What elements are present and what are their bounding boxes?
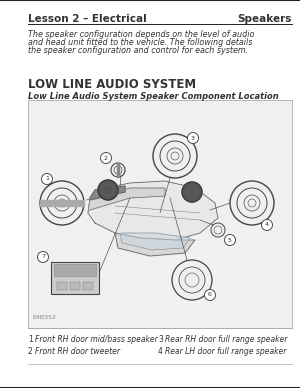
Text: 4: 4 <box>158 348 163 357</box>
Polygon shape <box>120 233 190 250</box>
Text: and head unit fitted to the vehicle. The following details: and head unit fitted to the vehicle. The… <box>28 38 252 47</box>
Bar <box>70 282 80 290</box>
Text: 2: 2 <box>28 348 33 357</box>
Circle shape <box>205 289 215 300</box>
Text: 4: 4 <box>265 222 269 227</box>
Bar <box>28 100 292 328</box>
Text: LOW LINE AUDIO SYSTEM: LOW LINE AUDIO SYSTEM <box>28 78 196 91</box>
Text: Front RH door mid/bass speaker: Front RH door mid/bass speaker <box>35 336 158 345</box>
Bar <box>57 282 67 290</box>
Text: Lesson 2 – Electrical: Lesson 2 – Electrical <box>28 14 147 24</box>
Circle shape <box>182 182 202 202</box>
Text: 5: 5 <box>228 237 232 242</box>
Bar <box>83 282 93 290</box>
Circle shape <box>38 251 49 263</box>
Bar <box>51 262 99 294</box>
Circle shape <box>224 234 236 246</box>
Text: 3: 3 <box>191 135 195 140</box>
Polygon shape <box>88 188 165 213</box>
Text: Rear RH door full range speaker: Rear RH door full range speaker <box>165 336 287 345</box>
Text: Rear LH door full range speaker: Rear LH door full range speaker <box>165 348 286 357</box>
Text: 1: 1 <box>45 177 49 182</box>
Text: 1: 1 <box>28 336 33 345</box>
Text: 6: 6 <box>208 293 212 298</box>
Polygon shape <box>88 181 218 240</box>
Polygon shape <box>115 233 195 256</box>
Circle shape <box>262 220 272 230</box>
Text: Speakers: Speakers <box>238 14 292 24</box>
Text: the speaker configuration and control for each system.: the speaker configuration and control fo… <box>28 46 248 55</box>
Polygon shape <box>90 186 125 200</box>
Text: Low Line Audio System Speaker Component Location: Low Line Audio System Speaker Component … <box>28 92 279 101</box>
Text: 2: 2 <box>104 156 108 161</box>
Circle shape <box>188 132 199 144</box>
Circle shape <box>100 152 112 163</box>
Text: 3: 3 <box>158 336 163 345</box>
Text: Front RH door tweeter: Front RH door tweeter <box>35 348 120 357</box>
Text: The speaker configuration depends on the level of audio: The speaker configuration depends on the… <box>28 30 254 39</box>
Bar <box>54 264 96 276</box>
Text: E4B352: E4B352 <box>32 315 56 320</box>
Text: 7: 7 <box>41 255 45 260</box>
Polygon shape <box>40 200 84 206</box>
Circle shape <box>41 173 52 185</box>
Circle shape <box>98 180 118 200</box>
